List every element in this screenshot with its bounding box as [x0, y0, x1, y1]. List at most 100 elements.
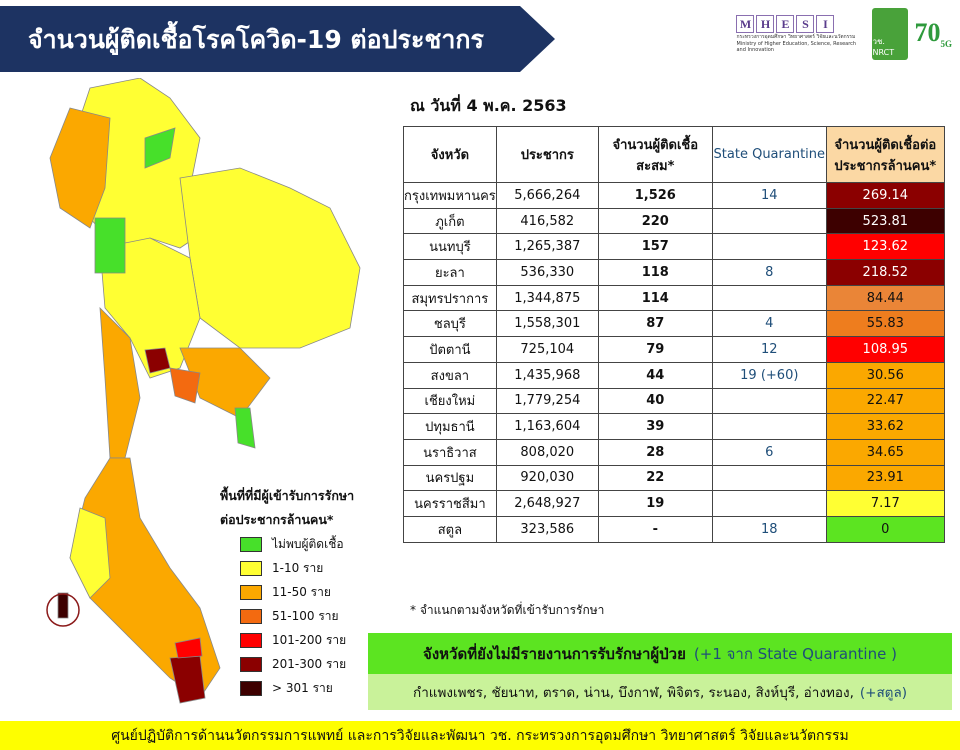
legend-item: 11-50 ราย [240, 580, 354, 604]
cell-province: กรุงเทพมหานคร [403, 182, 497, 209]
cell-sq [711, 284, 827, 312]
logo-letter: S [796, 15, 815, 33]
map-northeast [179, 167, 361, 349]
table-row: กรุงเทพมหานคร 5,666,264 1,526 14 269.14 [403, 182, 945, 209]
cell-per-million: 108.95 [825, 336, 945, 363]
legend-swatch [240, 560, 262, 576]
no-report-extra: (+1 จาก State Quarantine ) [693, 644, 897, 663]
legend-swatch [240, 536, 262, 552]
cell-sq [711, 413, 827, 440]
map-green-1 [94, 217, 126, 274]
legend-subtitle: ต่อประชากรล้านคน* [220, 512, 334, 527]
map-chonburi [169, 367, 201, 404]
map-pattani [174, 637, 203, 659]
cell-population: 323,586 [495, 515, 599, 543]
legend-label: 201-300 ราย [272, 656, 347, 671]
cell-cases: 19 [597, 490, 713, 517]
cell-cases: - [597, 515, 713, 543]
legend-swatch [240, 632, 262, 648]
legend-item: > 301 ราย [240, 676, 354, 700]
table-row: สตูล 323,586-18 0 [403, 515, 945, 543]
table-row: สงขลา 1,435,968 44 19 (+60) 30.56 [403, 361, 945, 389]
footer: ศูนย์ปฏิบัติการด้านนวัตกรรมการแพทย์ และก… [0, 721, 960, 750]
table-row: สมุทรปราการ 1,344,875 114 84.44 [403, 284, 945, 312]
cell-province: นครปฐม [403, 464, 497, 492]
logo-text: 70 [914, 18, 941, 48]
cell-sq: 8 [711, 259, 827, 286]
cell-province: ชลบุรี [403, 310, 497, 338]
cell-per-million: 84.44 [825, 284, 945, 312]
cell-per-million: 55.83 [825, 310, 945, 338]
cell-province: ปทุมธานี [403, 413, 497, 440]
cell-cases: 28 [597, 438, 713, 466]
legend-swatch [240, 608, 262, 624]
mhesi-subtitle: กระทรวงการอุดมศึกษา วิทยาศาสตร์ วิจัยและ… [736, 34, 857, 53]
cell-sq: 18 [711, 515, 827, 543]
cell-per-million: 123.62 [825, 233, 945, 261]
col-per-million: จำนวนผู้ติดเชื้อต่อประชากรล้านคน* [825, 126, 945, 183]
legend-label: 51-100 ราย [272, 608, 339, 623]
cell-province: ปัตตานี [403, 336, 497, 363]
cell-province: นนทบุรี [403, 233, 497, 261]
cell-per-million: 22.47 [825, 387, 945, 415]
page-title: จำนวนผู้ติดเชื้อโรคโควิด-19 ต่อประชากร [28, 25, 484, 54]
map-green-2 [234, 407, 256, 449]
no-report-list-extra: (+สตูล) [859, 685, 907, 701]
table-row: ชลบุรี 1,558,301 87 4 55.83 [403, 310, 945, 338]
map-south-yellow [69, 507, 111, 599]
legend-title: พื้นที่ที่มีผู้เข้ารับการรักษา [220, 488, 355, 503]
cell-population: 920,030 [495, 464, 599, 492]
cell-population: 808,020 [495, 438, 599, 466]
cell-sq [711, 464, 827, 492]
no-report-list: กำแพงเพชร, ชัยนาท, ตราด, น่าน, บึงกาฬ, พ… [368, 674, 952, 710]
legend-label: 1-10 ราย [272, 560, 324, 575]
legend-label: 11-50 ราย [272, 584, 331, 599]
cell-per-million: 30.56 [825, 361, 945, 389]
table-header: จังหวัด ประชากร จำนวนผู้ติดเชื้อสะสม* St… [403, 126, 945, 183]
cell-population: 5,666,264 [495, 182, 599, 209]
cell-province: สมุทรปราการ [403, 284, 497, 312]
cell-province: นราธิวาส [403, 438, 497, 466]
cell-sq: 14 [711, 182, 827, 209]
logo-letter: I [816, 15, 835, 33]
nrct-logo: วช. NRCT [872, 8, 909, 60]
cell-sq [711, 387, 827, 415]
legend-swatch [240, 680, 262, 696]
cell-province: ภูเก็ต [403, 207, 497, 235]
map-yala [169, 655, 206, 704]
table-row: นราธิวาส 808,020 28 6 34.65 [403, 438, 945, 466]
map-legend: พื้นที่ที่มีผู้เข้ารับการรักษา ต่อประชาก… [220, 484, 354, 700]
cell-per-million: 23.91 [825, 464, 945, 492]
cell-per-million: 7.17 [825, 490, 945, 517]
cell-per-million: 523.81 [825, 207, 945, 235]
cell-cases: 114 [597, 284, 713, 312]
thailand-map [46, 78, 361, 704]
cell-per-million: 269.14 [825, 182, 945, 209]
cell-province: เชียงใหม่ [403, 387, 497, 415]
logo-letter: E [776, 15, 795, 33]
map-phuket [57, 592, 69, 619]
cell-cases: 87 [597, 310, 713, 338]
table-row: เชียงใหม่ 1,779,254 40 22.47 [403, 387, 945, 415]
col-state-quarantine: State Quarantine [711, 126, 827, 183]
legend-swatch [240, 656, 262, 672]
footnote: * จำแนกตามจังหวัดที่เข้ารับการรักษา [410, 603, 605, 617]
cases-table: จังหวัด ประชากร จำนวนผู้ติดเชื้อสะสม* St… [403, 126, 945, 543]
map-green-3 [144, 127, 176, 169]
cell-cases: 1,526 [597, 182, 713, 209]
cell-cases: 40 [597, 387, 713, 415]
table-row: นครราชสีมา 2,648,927 19 7.17 [403, 490, 945, 517]
no-report-provinces: กำแพงเพชร, ชัยนาท, ตราด, น่าน, บึงกาฬ, พ… [413, 685, 854, 701]
cell-population: 536,330 [495, 259, 599, 286]
cell-population: 1,344,875 [495, 284, 599, 312]
cell-per-million: 0 [825, 515, 945, 543]
title-banner: จำนวนผู้ติดเชื้อโรคโควิด-19 ต่อประชากร [0, 6, 555, 72]
cell-population: 725,104 [495, 336, 599, 363]
no-report-title: จังหวัดที่ยังไม่มีรายงานการรับรักษาผู้ป่… [423, 644, 686, 663]
legend-label: ไม่พบผู้ติดเชื้อ [272, 536, 344, 551]
cell-province: นครราชสีมา [403, 490, 497, 517]
legend-label: > 301 ราย [272, 680, 333, 695]
report-date: ณ วันที่ 4 พ.ค. 2563 [410, 96, 567, 115]
table-row: ภูเก็ต 416,582 220 523.81 [403, 207, 945, 235]
